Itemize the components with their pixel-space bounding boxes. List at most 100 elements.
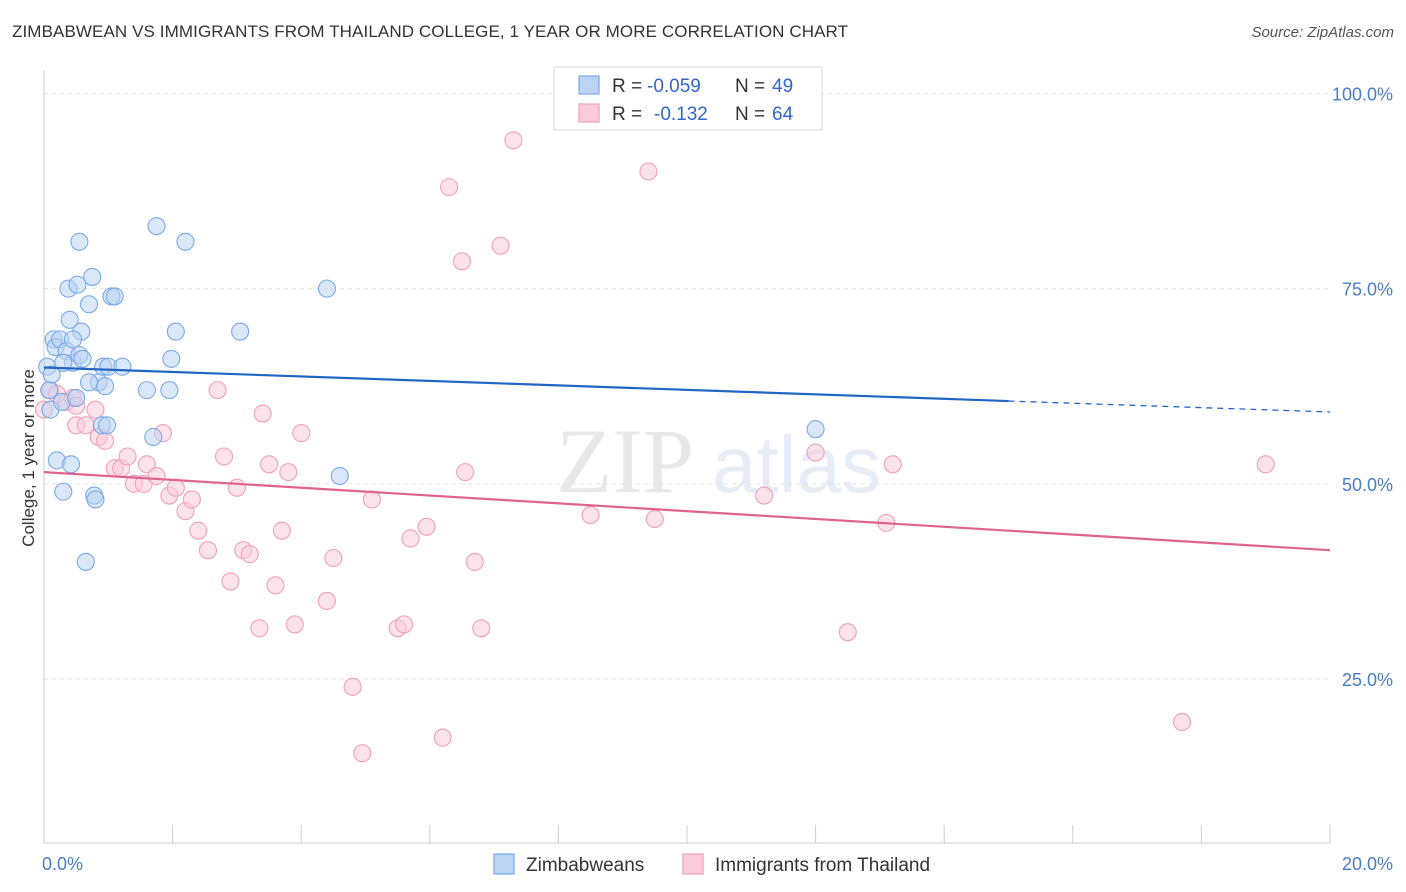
thailand-point-50	[452, 252, 472, 271]
legend-n-value-2: 64	[772, 104, 794, 125]
thailand-point-20	[166, 478, 185, 497]
thailand-point-23	[189, 521, 208, 540]
legend-r-value-1: -0.059	[647, 76, 701, 97]
thailand-point-52	[465, 552, 484, 571]
thailand-point-48	[433, 728, 452, 747]
thailand-point-34	[266, 576, 285, 595]
y-tick-label-0: 100.0%	[1332, 84, 1393, 104]
thailand-point-64	[1173, 712, 1192, 732]
stats-legend: R = -0.059 N = 49 R = -0.132 N = 64	[553, 66, 823, 131]
thailand-point-36	[279, 463, 298, 482]
zimbabweans-point-12	[60, 310, 79, 329]
thailand-point-31	[250, 619, 269, 638]
zimbabweans-point-37	[147, 217, 166, 236]
zimbabweans-point-16	[68, 275, 87, 294]
thailand-point-32	[253, 404, 272, 423]
thailand-point-55	[504, 131, 523, 150]
thailand-point-61	[838, 623, 857, 642]
thailand-point-8	[86, 400, 105, 419]
thailand-point-63	[883, 455, 902, 474]
zimbabweans-point-48	[79, 373, 99, 392]
thailand-point-59	[755, 486, 774, 505]
series-zimbabweans-points	[38, 217, 825, 571]
thailand-point-56	[581, 506, 600, 525]
trend-line-zimbabweans-extension	[1008, 400, 1331, 413]
thailand-point-10	[96, 431, 115, 450]
zimbabweans-point-15	[67, 388, 86, 407]
legend-swatch-thailand	[578, 103, 600, 123]
thailand-point-60	[806, 443, 825, 462]
zimbabweans-point-23	[83, 267, 102, 286]
bottom-legend-thailand: Immigrants from Thailand	[715, 855, 930, 876]
x-tick-labels: 0.0% 20.0%	[42, 854, 1393, 874]
thailand-point-45	[395, 615, 414, 634]
zimbabweans-point-38	[160, 381, 179, 400]
grid-lines	[44, 92, 1330, 680]
axes	[43, 70, 1331, 844]
thailand-point-28	[227, 478, 246, 497]
legend-r-value-2: -0.132	[654, 104, 708, 125]
thailand-point-46	[401, 529, 420, 548]
legend-n-label-2: N =	[735, 104, 765, 125]
zimbabweans-point-39	[162, 349, 181, 368]
thailand-point-27	[221, 572, 240, 591]
zimbabweans-point-47	[63, 330, 82, 349]
zimbabweans-point-43	[317, 279, 336, 298]
thailand-point-65	[1256, 455, 1275, 474]
thailand-point-43	[362, 490, 381, 509]
y-tick-label-1: 75.0%	[1342, 280, 1393, 300]
legend-n-label-1: N =	[735, 76, 765, 97]
zimbabweans-point-35	[137, 381, 156, 400]
zimbabweans-point-42	[231, 322, 250, 341]
thailand-point-40	[324, 548, 343, 568]
trend-lines	[43, 366, 1331, 552]
thailand-point-39	[317, 591, 336, 610]
chart-title: ZIMBABWEAN VS IMMIGRANTS FROM THAILAND C…	[12, 22, 849, 41]
watermark-zip: ZIP	[556, 410, 694, 512]
y-axis-title: College, 1 year or more	[19, 369, 38, 547]
thailand-point-37	[285, 615, 304, 634]
trend-line-zimbabweans	[43, 366, 1009, 403]
series-thailand-points	[34, 131, 1275, 763]
thailand-point-53	[472, 619, 491, 638]
zimbabweans-point-34	[113, 357, 132, 376]
thailand-point-24	[198, 541, 218, 560]
zimbabweans-point-21	[76, 552, 95, 571]
series-legend: Zimbabweans Immigrants from Thailand	[493, 853, 930, 876]
thailand-point-25	[208, 381, 227, 400]
zimbabweans-point-30	[97, 416, 117, 435]
trend-line-thailand	[43, 471, 1331, 552]
zimbabweans-point-13	[61, 455, 81, 474]
zimbabweans-point-9	[54, 482, 73, 501]
zimbabweans-point-45	[806, 420, 825, 439]
thailand-point-41	[343, 677, 362, 696]
thailand-point-26	[214, 447, 234, 466]
legend-r-label-2: R =	[612, 104, 642, 125]
thailand-point-35	[272, 521, 291, 540]
thailand-point-13	[118, 447, 137, 466]
y-tick-labels: 100.0% 75.0% 50.0% 25.0%	[1332, 84, 1393, 690]
legend-r-label-1: R =	[612, 76, 642, 97]
watermark-atlas: atlas	[712, 420, 881, 509]
thailand-point-38	[292, 424, 311, 443]
zimbabweans-point-22	[79, 295, 99, 314]
zimbabweans-point-33	[105, 287, 124, 306]
thailand-point-33	[259, 455, 279, 474]
thailand-point-16	[137, 455, 156, 474]
thailand-point-30	[240, 545, 259, 564]
thailand-point-49	[440, 178, 459, 197]
watermark: ZIP atlas	[556, 410, 881, 512]
bottom-legend-zimbabweans: Zimbabweans	[526, 855, 644, 876]
y-tick-label-2: 50.0%	[1342, 475, 1393, 495]
chart-source: Source: ZipAtlas.com	[1251, 24, 1394, 41]
thailand-point-54	[491, 236, 510, 255]
thailand-point-22	[182, 490, 201, 509]
zimbabweans-point-19	[70, 232, 89, 251]
bottom-legend-swatch-zimbabweans	[493, 853, 515, 875]
thailand-point-42	[353, 744, 372, 763]
legend-n-value-1: 49	[772, 76, 793, 97]
zimbabweans-point-36	[144, 427, 163, 447]
zimbabweans-point-25	[86, 490, 105, 509]
thailand-point-47	[417, 517, 436, 536]
bottom-legend-swatch-thailand	[682, 853, 704, 875]
